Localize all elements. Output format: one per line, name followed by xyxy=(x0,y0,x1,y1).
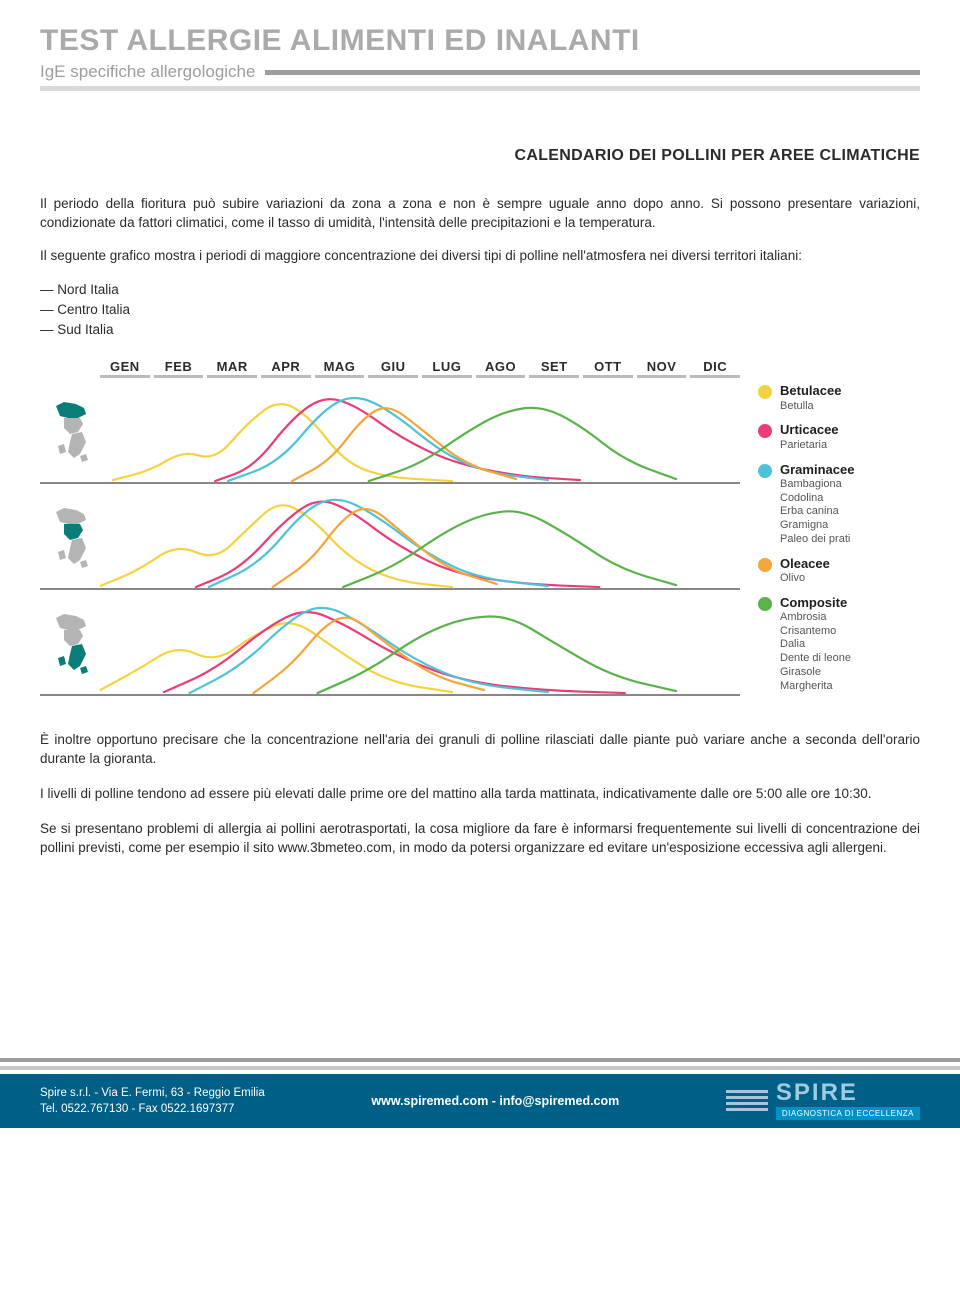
logo-text: SPIRE xyxy=(776,1081,858,1105)
chart-curves xyxy=(100,596,740,694)
legend-title: Urticacee xyxy=(780,423,839,437)
after-p3: Se si presentano problemi di allergia ai… xyxy=(40,820,920,858)
month-label: DIC xyxy=(690,358,740,378)
month-label: APR xyxy=(261,358,311,378)
legend-sublabel: Parietaria xyxy=(780,439,839,453)
footer-divider-1 xyxy=(0,1058,960,1062)
month-label: GIU xyxy=(368,358,418,378)
header-divider xyxy=(40,86,920,91)
legend-sublabel: Olivo xyxy=(780,572,830,586)
month-label: FEB xyxy=(154,358,204,378)
page-title: TEST ALLERGIE ALIMENTI ED INALANTI xyxy=(40,24,920,58)
chart-curves xyxy=(100,490,740,588)
legend-item: CompositeAmbrosia Crisantemo Dalia Dente… xyxy=(758,596,920,694)
legend-sublabel: Bambagiona Codolina Erba canina Gramigna… xyxy=(780,478,854,547)
intro-p1: Il periodo della fioritura può subire va… xyxy=(40,195,920,233)
chart-row-sud xyxy=(40,596,740,696)
italy-map-icon xyxy=(40,490,100,588)
month-label: LUG xyxy=(422,358,472,378)
logo-tagline: DIAGNOSTICA DI ECCELLENZA xyxy=(776,1107,920,1120)
chart-legend: Betulacee Betulla Urticacee Parietaria Grami… xyxy=(740,358,920,703)
month-label: MAR xyxy=(207,358,257,378)
subtitle-divider xyxy=(265,70,920,75)
footer-divider-2 xyxy=(0,1066,960,1070)
footer: Spire s.r.l. - Via E. Fermi, 63 - Reggio… xyxy=(0,1058,960,1128)
legend-color-icon xyxy=(758,558,772,572)
footer-addr-1: Spire s.r.l. - Via E. Fermi, 63 - Reggio… xyxy=(40,1085,265,1101)
month-label: MAG xyxy=(315,358,365,378)
legend-color-icon xyxy=(758,424,772,438)
page-subtitle: IgE specifiche allergologiche xyxy=(40,62,255,82)
month-axis: GENFEBMARAPRMAGGIULUGAGOSETOTTNOVDIC xyxy=(40,358,740,378)
footer-contact: www.spiremed.com - info@spiremed.com xyxy=(371,1094,619,1108)
logo-bars-icon xyxy=(726,1090,768,1111)
legend-color-icon xyxy=(758,597,772,611)
month-label: SET xyxy=(529,358,579,378)
month-label: OTT xyxy=(583,358,633,378)
legend-sublabel: Betulla xyxy=(780,400,841,414)
legend-sublabel: Ambrosia Crisantemo Dalia Dente di leone… xyxy=(780,611,851,694)
intro-text: Il periodo della fioritura può subire va… xyxy=(40,195,920,266)
after-p2: I livelli di polline tendono ad essere p… xyxy=(40,785,920,804)
legend-item: Urticacee Parietaria xyxy=(758,423,920,452)
legend-color-icon xyxy=(758,385,772,399)
italy-map-icon xyxy=(40,384,100,482)
chart-row-nord xyxy=(40,384,740,484)
legend-title: Oleacee xyxy=(780,557,830,571)
chart-curves xyxy=(100,384,740,482)
legend-item: GraminaceeBambagiona Codolina Erba canin… xyxy=(758,463,920,547)
footer-logo: SPIRE DIAGNOSTICA DI ECCELLENZA xyxy=(726,1081,920,1120)
after-p1: È inoltre opportuno precisare che la con… xyxy=(40,731,920,769)
legend-item: OleaceeOlivo xyxy=(758,557,920,586)
region-nord: — Nord Italia xyxy=(40,280,920,300)
legend-title: Composite xyxy=(780,596,851,610)
region-list: — Nord Italia — Centro Italia — Sud Ital… xyxy=(40,280,920,341)
chart-row-centro xyxy=(40,490,740,590)
legend-color-icon xyxy=(758,464,772,478)
region-sud: — Sud Italia xyxy=(40,320,920,340)
legend-item: Betulacee Betulla xyxy=(758,384,920,413)
footer-addr-2: Tel. 0522.767130 - Fax 0522.1697377 xyxy=(40,1101,265,1117)
after-text: È inoltre opportuno precisare che la con… xyxy=(40,731,920,857)
footer-address: Spire s.r.l. - Via E. Fermi, 63 - Reggio… xyxy=(40,1085,265,1117)
intro-p2: Il seguente grafico mostra i periodi di … xyxy=(40,247,920,266)
month-label: NOV xyxy=(637,358,687,378)
month-label: GEN xyxy=(100,358,150,378)
pollen-chart: GENFEBMARAPRMAGGIULUGAGOSETOTTNOVDIC Bet… xyxy=(40,358,920,703)
section-title: CALENDARIO DEI POLLINI PER AREE CLIMATIC… xyxy=(40,147,920,165)
legend-title: Graminacee xyxy=(780,463,854,477)
legend-title: Betulacee xyxy=(780,384,841,398)
italy-map-icon xyxy=(40,596,100,694)
region-centro: — Centro Italia xyxy=(40,300,920,320)
month-label: AGO xyxy=(476,358,526,378)
